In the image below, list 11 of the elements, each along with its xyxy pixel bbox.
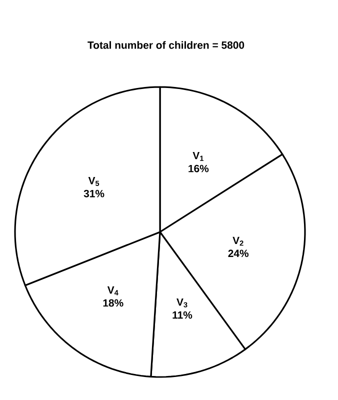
data-label: 24% [228,250,249,258]
slice-label: V$_{2}$ [232,236,244,246]
slice-label: V$_{1}$ [192,152,204,161]
chart-title: Total number of children = 5800 [88,41,244,49]
data-label: 18% [103,299,124,307]
data-label: 16% [188,164,209,172]
data-label: 31% [84,190,104,198]
slice-label: V$_{5}$ [88,177,100,186]
slice-label: V$_{4}$ [107,286,118,296]
data-label: 11% [172,311,192,319]
slice-label: V$_{3}$ [176,298,188,308]
